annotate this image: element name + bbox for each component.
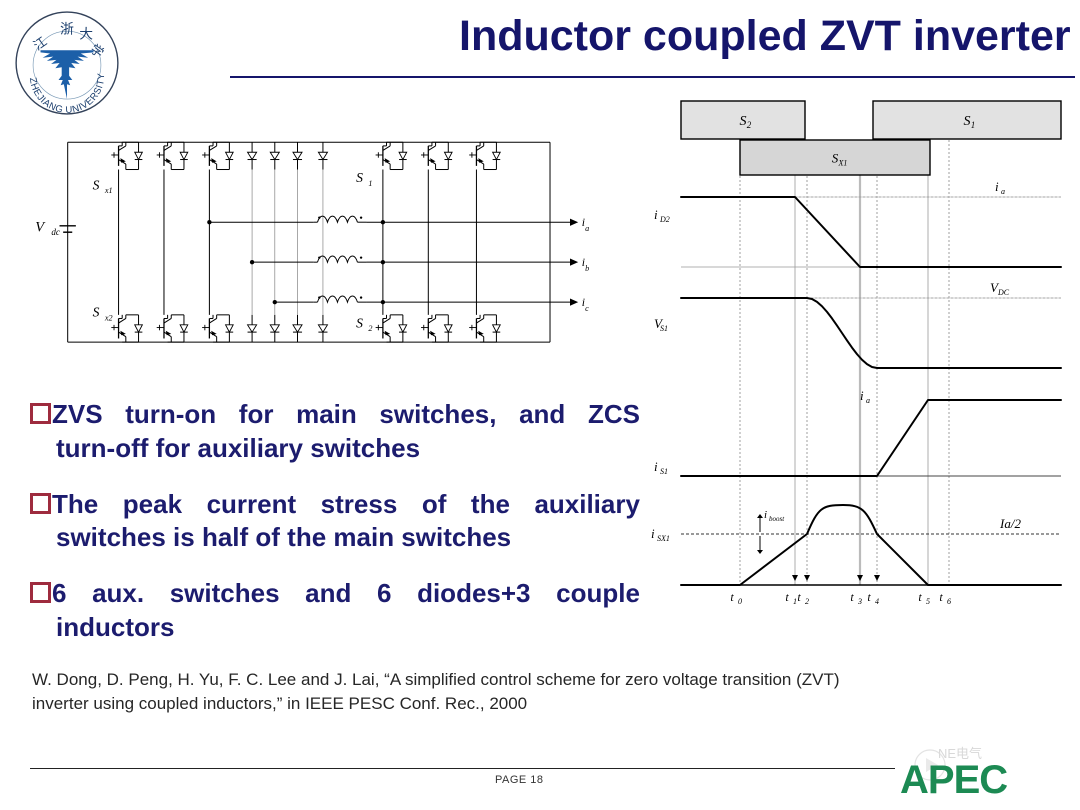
svg-text:S: S: [356, 170, 363, 185]
svg-text:t: t: [867, 590, 871, 604]
svg-text:S: S: [93, 178, 100, 193]
svg-text:0: 0: [738, 597, 742, 606]
svg-text:a: a: [1001, 187, 1005, 196]
svg-text:i: i: [654, 207, 658, 222]
svg-text:t: t: [850, 590, 854, 604]
svg-text:S: S: [356, 316, 363, 331]
svg-text:Ia/2: Ia/2: [999, 516, 1021, 531]
svg-text:APEC: APEC: [900, 758, 1007, 798]
svg-text:2: 2: [805, 597, 809, 606]
svg-text:1: 1: [368, 179, 372, 188]
svg-text:5: 5: [926, 597, 930, 606]
svg-text:6: 6: [947, 597, 951, 606]
svg-text:S1: S1: [660, 467, 668, 476]
svg-text:1: 1: [971, 120, 976, 130]
svg-text:ic: ic: [582, 295, 589, 313]
svg-text:S: S: [93, 305, 100, 320]
svg-text:S: S: [740, 114, 747, 129]
svg-text:boost: boost: [769, 515, 785, 523]
svg-text:ia: ia: [582, 215, 589, 233]
svg-text:DC: DC: [997, 288, 1010, 297]
svg-text:S1: S1: [660, 324, 668, 333]
svg-text:D2: D2: [659, 215, 670, 224]
svg-text:大: 大: [79, 27, 93, 42]
svg-text:V: V: [35, 219, 46, 235]
svg-text:t: t: [730, 590, 734, 604]
svg-text:t: t: [939, 590, 943, 604]
svg-text:浙: 浙: [60, 21, 74, 36]
svg-text:a: a: [866, 396, 870, 405]
svg-text:i: i: [651, 526, 655, 541]
svg-text:2: 2: [747, 120, 752, 130]
svg-text:4: 4: [875, 597, 879, 606]
svg-text:dc: dc: [51, 227, 60, 237]
svg-text:i: i: [654, 459, 658, 474]
svg-text:ib: ib: [582, 255, 589, 272]
svg-text:SX1: SX1: [657, 534, 670, 543]
svg-text:S: S: [964, 114, 971, 129]
svg-text:3: 3: [857, 597, 862, 606]
svg-text:i: i: [995, 179, 999, 194]
svg-text:x2: x2: [104, 313, 113, 322]
svg-text:x1: x1: [104, 186, 113, 195]
svg-text:t: t: [918, 590, 922, 604]
svg-text:i: i: [764, 509, 767, 521]
svg-text:t: t: [785, 590, 789, 604]
svg-text:i: i: [860, 388, 864, 403]
svg-text:X1: X1: [838, 159, 848, 168]
svg-text:t: t: [797, 590, 801, 604]
svg-text:2: 2: [368, 324, 372, 333]
